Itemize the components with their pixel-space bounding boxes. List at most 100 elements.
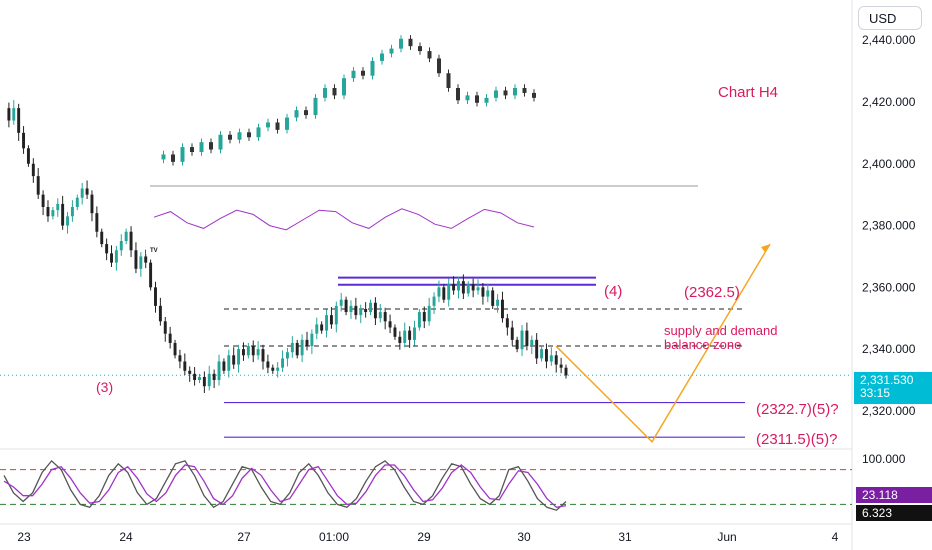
candle-body <box>139 256 143 269</box>
candle-body <box>46 207 50 217</box>
candle-body <box>31 163 35 177</box>
currency-selector-button[interactable]: USD <box>858 6 922 30</box>
inset-candle-body <box>294 110 299 118</box>
candle-body <box>505 318 509 328</box>
last-price-tag: 2,331.530 33:15 <box>854 372 932 404</box>
candle-body <box>422 312 426 322</box>
candle-body <box>95 213 99 232</box>
y-tick-label: 2,440.000 <box>862 33 916 47</box>
x-tick-label: 29 <box>417 530 431 544</box>
candle-body <box>90 194 94 214</box>
candle-body <box>398 336 402 343</box>
candle-body <box>378 312 382 319</box>
x-tick-label: 4 <box>832 530 839 544</box>
candle-body <box>515 339 519 350</box>
inset-candle-body <box>513 88 517 96</box>
candle-body <box>271 367 275 371</box>
candle-body <box>471 284 475 291</box>
candle-body <box>149 262 153 288</box>
candle-body <box>173 342 177 356</box>
candle-body <box>261 349 265 362</box>
candle-body <box>403 330 407 343</box>
inset-candle-body <box>418 46 422 52</box>
inset-candle-body <box>408 38 413 47</box>
candle-body <box>119 240 123 251</box>
candle-body <box>373 302 377 319</box>
inset-candle-body <box>522 88 527 93</box>
candle-body <box>432 296 436 306</box>
y-tick-label: 2,360.000 <box>862 280 916 294</box>
bar-countdown: 33:15 <box>860 386 891 400</box>
inset-candle-body <box>532 92 536 98</box>
candle-body <box>114 250 118 263</box>
candle-body <box>7 108 11 121</box>
inset-candle-body <box>218 134 223 150</box>
candle-body <box>198 376 201 381</box>
candle-body <box>315 324 319 334</box>
inset-candle-body <box>494 90 498 98</box>
y-tick-label: 2,420.000 <box>862 95 916 109</box>
candle-body <box>22 132 26 149</box>
candle-body <box>207 373 211 387</box>
candle-body <box>476 287 480 291</box>
inset-candle-body <box>380 53 384 61</box>
inset-candle-body <box>180 147 185 162</box>
candle-body <box>100 231 104 245</box>
candle-body <box>325 315 329 331</box>
inset-candle-body <box>190 147 194 152</box>
stoch-y-tick-label: 100.000 <box>862 452 906 466</box>
candle-body <box>305 339 309 347</box>
candle-body <box>26 148 30 164</box>
candle-body <box>564 367 568 376</box>
candle-body <box>369 302 372 313</box>
candle-body <box>276 367 280 371</box>
y-tick-label: 2,400.000 <box>862 157 916 171</box>
candle-body <box>222 361 226 371</box>
target-up-label: (2362.5) <box>684 284 740 301</box>
candle-body <box>349 305 353 313</box>
inset-candle-body <box>389 48 394 54</box>
inset-chart-label: Chart H4 <box>718 84 778 101</box>
inset-candle-body <box>199 142 204 152</box>
candle-body <box>51 210 55 217</box>
candle-body <box>491 290 495 306</box>
candle-body <box>413 327 416 340</box>
candle-body <box>251 346 255 356</box>
candle-body <box>188 370 192 374</box>
inset-candle-body <box>323 88 327 98</box>
candle-body <box>408 330 412 340</box>
candle-body <box>36 176 40 195</box>
inset-candle-body <box>247 132 251 138</box>
zone-label-line1: supply and demand <box>664 323 777 338</box>
candle-body <box>501 299 504 319</box>
inset-candle-body <box>427 51 432 59</box>
candle-body <box>300 339 304 356</box>
candle-body <box>66 216 69 226</box>
candle-body <box>163 321 167 334</box>
inset-candle-body <box>161 154 166 160</box>
candle-body <box>359 308 363 316</box>
inset-candle-body <box>484 97 489 103</box>
x-tick-label: 23 <box>17 530 31 544</box>
inset-candle-body <box>351 70 356 79</box>
inset-title <box>150 4 152 10</box>
candle-body <box>388 321 392 328</box>
inset-candle-body <box>342 78 346 96</box>
candle-body <box>202 376 206 387</box>
projection-arrowhead <box>761 244 770 253</box>
candle-body <box>510 327 514 340</box>
inset-candle-body <box>171 154 175 162</box>
candle-body <box>329 315 333 325</box>
candle-body <box>246 346 250 356</box>
candle-body <box>383 312 387 322</box>
projection-path <box>555 243 771 444</box>
inset-candle-body <box>503 90 508 96</box>
candle-body <box>178 355 182 362</box>
inset-candle-body <box>475 95 479 103</box>
inset-candle-body <box>456 88 460 101</box>
candle-body <box>154 287 157 306</box>
candle-body <box>486 290 490 297</box>
candle-body <box>12 108 16 121</box>
candle-body <box>281 358 285 368</box>
